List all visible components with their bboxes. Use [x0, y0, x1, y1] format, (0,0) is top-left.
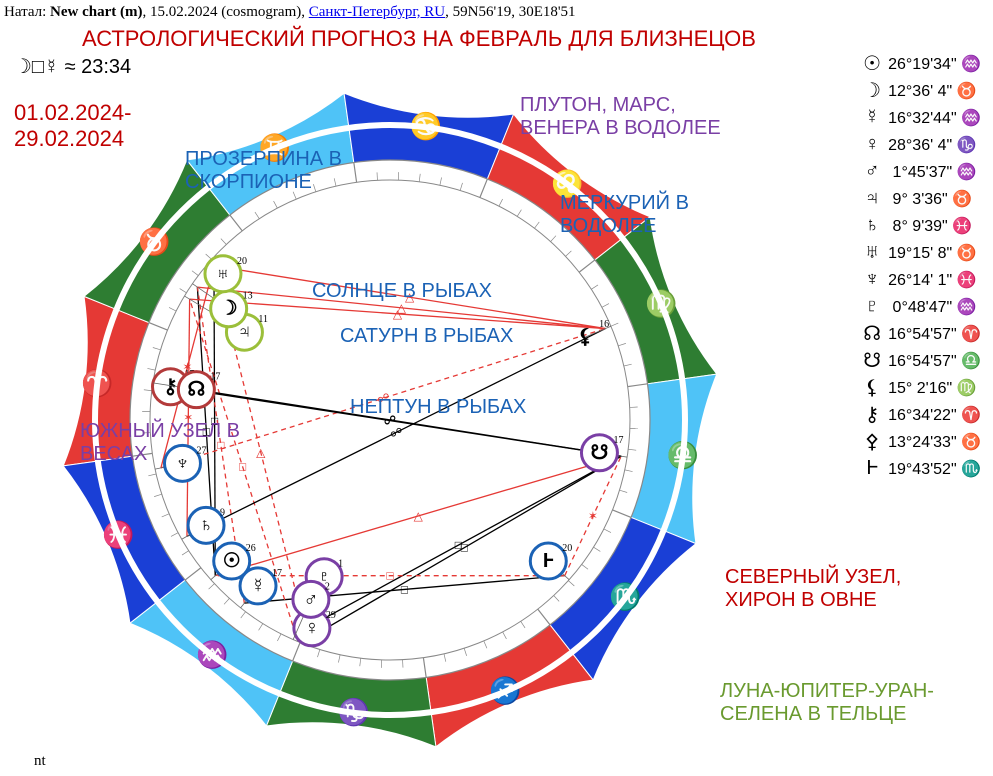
annotation: ЮЖНЫЙ УЗЕЛ ВВЕСАХ: [80, 420, 240, 466]
planet-glyph-saturn: ♄: [199, 514, 214, 536]
annotation: ПРОЗЕРПИНА ВСКОРПИОНЕ: [185, 148, 342, 194]
natal-label: Натал:: [4, 4, 46, 20]
chart-date: 15.02.2024 (cosmogram): [150, 4, 301, 20]
position-value: 26°14' 1" ♓: [888, 270, 976, 290]
planet-degree-uranus: 20: [237, 256, 247, 267]
position-row: ♇ 0°48'47" ♒: [860, 293, 981, 320]
planet-glyph-uranus: ♅: [215, 263, 230, 285]
page-title: АСТРОЛОГИЧЕСКИЙ ПРОГНОЗ НА ФЕВРАЛЬ ДЛЯ Б…: [82, 26, 756, 52]
position-row: ♀28°36' 4" ♑: [860, 131, 981, 158]
position-value: 15° 2'16" ♍: [888, 378, 976, 398]
planet-glyph: ☿: [860, 106, 884, 129]
planet-glyph: ♆: [860, 268, 884, 291]
planet-glyph: ♀: [860, 133, 884, 156]
planet-degree-saturn: 9: [220, 507, 225, 518]
position-value: 28°36' 4" ♑: [888, 135, 976, 155]
footer-nt: nt: [34, 753, 46, 770]
planet-glyph-sun: ☉: [223, 550, 241, 572]
planet-glyph: ☋: [860, 348, 884, 373]
annotation: ЛУНА-ЮПИТЕР-УРАН-СЕЛЕНА В ТЕЛЬЦЕ: [720, 680, 934, 726]
chart-header: Натал: New chart (m), 15.02.2024 (cosmog…: [4, 4, 576, 21]
planet-degree-moon: 13: [243, 291, 253, 302]
position-value: 16°54'57" ♈: [888, 324, 981, 344]
planet-degree-sun: 26: [246, 543, 256, 554]
position-value: 16°54'57" ♎: [888, 351, 981, 371]
position-value: 13°24'33" ♉: [888, 432, 981, 452]
position-row: ☉26°19'34" ♒: [860, 50, 981, 77]
aspect-glyph: ✶: [588, 509, 598, 523]
location-link[interactable]: Санкт-Петербург, RU: [309, 4, 445, 20]
planet-degree-mars: 2: [325, 581, 330, 592]
planet-glyph: ♄: [860, 214, 884, 237]
position-value: 26°19'34" ♒: [888, 54, 981, 74]
planet-glyph: ♅: [860, 241, 884, 264]
planet-glyph: ☽: [860, 78, 884, 103]
planet-glyph-fortune: Ⱶ: [543, 550, 554, 572]
planet-glyph: ☊: [860, 321, 884, 346]
planet-glyph-mercury: ☿: [251, 575, 266, 597]
planet-glyph: ♃: [860, 187, 884, 210]
planet-glyph-lilith: ⚸: [578, 326, 593, 348]
position-value: 12°36' 4" ♉: [888, 81, 976, 101]
annotation: САТУРН В РЫБАХ: [340, 325, 513, 348]
annotation: ПЛУТОН, МАРС,ВЕНЕРА В ВОДОЛЕЕ: [520, 94, 721, 140]
aspect-glyph: △: [393, 307, 403, 321]
planet-degree-mercury: 17: [272, 568, 282, 579]
aspect-glyph: △: [414, 509, 424, 523]
position-row: ♅19°15' 8" ♉: [860, 239, 981, 266]
planet-glyph: ♇: [860, 295, 884, 318]
position-row: Ⱶ19°43'52" ♏: [860, 455, 981, 482]
annotation: СОЛНЦЕ В РЫБАХ: [312, 280, 492, 303]
planet-glyph: ⚷: [860, 402, 884, 427]
planet-glyph-venus: ♀: [304, 617, 319, 639]
planet-glyph: Ⱶ: [860, 457, 884, 480]
planet-degree-south_node: 17: [613, 435, 623, 446]
aspect-glyph: □: [239, 460, 246, 474]
position-value: 1°45'37" ♒: [888, 162, 976, 182]
planet-degree-fortune: 20: [562, 543, 572, 554]
position-row: ♃ 9° 3'36" ♉: [860, 185, 981, 212]
position-row: ♄ 8° 9'39" ♓: [860, 212, 981, 239]
planet-glyph: ♂: [860, 160, 884, 183]
position-row: ⚴13°24'33" ♉: [860, 428, 981, 455]
planet-glyph-north_node: ☊: [187, 379, 205, 401]
position-value: 16°34'22" ♈: [888, 405, 981, 425]
planet-glyph-south_node: ☋: [591, 442, 609, 464]
planet-degree-venus: 29: [326, 610, 336, 621]
planet-glyph-moon: ☽: [220, 298, 238, 320]
planet-glyph-mars: ♂: [303, 588, 318, 610]
position-row: ⚸15° 2'16" ♍: [860, 374, 981, 401]
planet-glyph: ⚸: [860, 375, 884, 400]
positions-table: ☉26°19'34" ♒☽12°36' 4" ♉☿16°32'44" ♒♀28°…: [860, 50, 981, 482]
position-row: ☊16°54'57" ♈: [860, 320, 981, 347]
position-value: 19°15' 8" ♉: [888, 243, 976, 263]
aspect-glyph: △: [256, 445, 266, 459]
planet-degree-north_node: 17: [210, 372, 220, 383]
planet-degree-pluto: 1: [338, 559, 343, 570]
position-row: ♂ 1°45'37" ♒: [860, 158, 981, 185]
chart-coords: 59N56'19, 30E18'51: [453, 4, 576, 20]
annotation: НЕПТУН В РЫБАХ: [350, 396, 526, 419]
planet-degree-lilith: 16: [599, 319, 609, 330]
position-value: 8° 9'39" ♓: [888, 216, 972, 236]
planet-degree-jupiter: 11: [258, 314, 268, 325]
position-value: 0°48'47" ♒: [888, 297, 976, 317]
position-row: ☿16°32'44" ♒: [860, 104, 981, 131]
position-value: 19°43'52" ♏: [888, 459, 981, 479]
position-row: ♆26°14' 1" ♓: [860, 266, 981, 293]
position-row: ☋16°54'57" ♎: [860, 347, 981, 374]
position-row: ☽12°36' 4" ♉: [860, 77, 981, 104]
position-row: ⚷16°34'22" ♈: [860, 401, 981, 428]
planet-glyph: ⚴: [860, 429, 884, 454]
aspect-glyph: □: [386, 569, 393, 583]
position-value: 9° 3'36" ♉: [888, 189, 972, 209]
chart-name: New chart (m): [50, 4, 142, 20]
annotation: СЕВЕРНЫЙ УЗЕЛ,ХИРОН В ОВНЕ: [725, 566, 901, 612]
annotation: МЕРКУРИЙ ВВОДОЛЕЕ: [560, 192, 689, 238]
aspect-glyph: □: [455, 538, 462, 552]
position-value: 16°32'44" ♒: [888, 108, 981, 128]
planet-glyph: ☉: [860, 51, 884, 76]
